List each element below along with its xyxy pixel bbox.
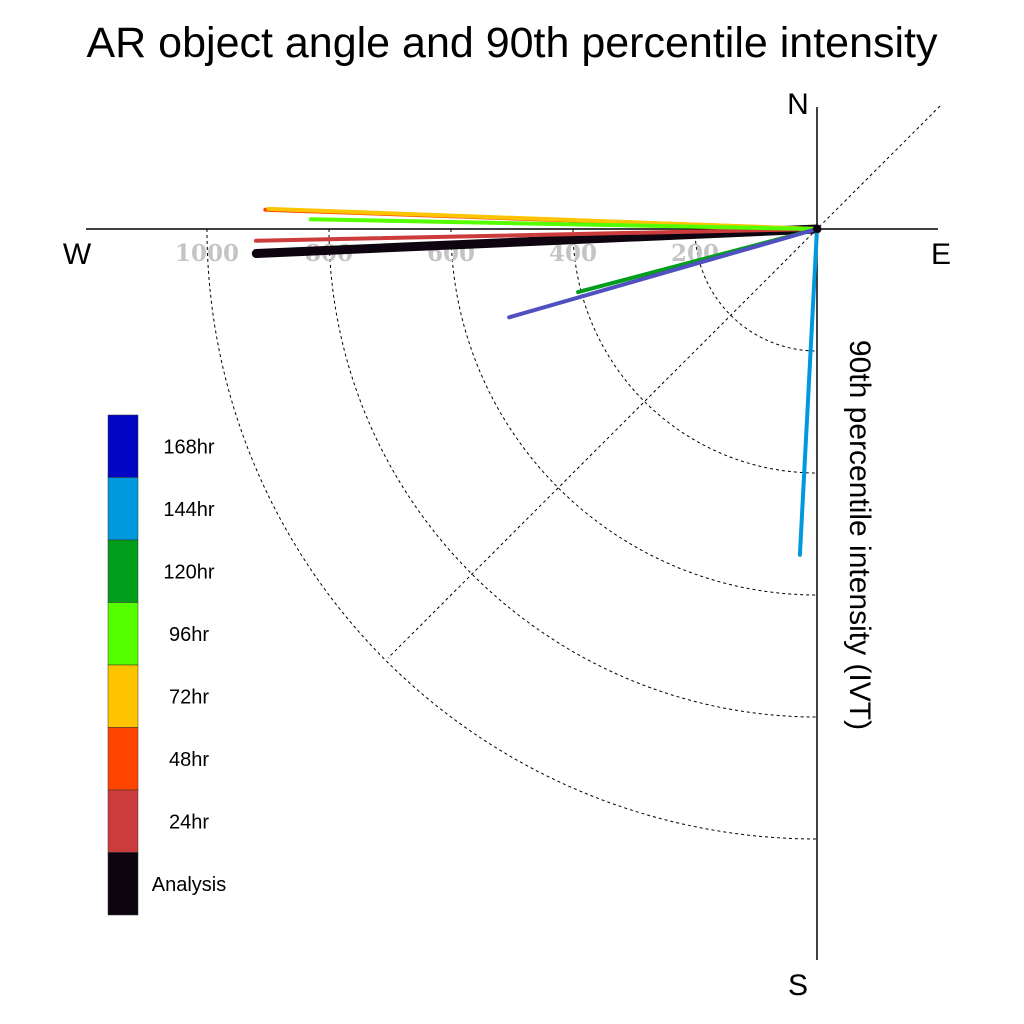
legend-label-120hr: 120hr — [163, 561, 214, 583]
legend-swatch-120hr — [107, 539, 139, 603]
polar-grid — [206, 105, 941, 840]
compass-west-label: W — [63, 238, 92, 271]
series-line-analysis — [251, 224, 822, 258]
legend-swatch-48hr — [107, 727, 139, 791]
legend-swatch-72hr — [107, 664, 139, 728]
legend: 168hr 144hr 120hr 96hr 72hr 48hr 24hr Analysis — [107, 414, 226, 916]
chart-title: AR object angle and 90th percentile inte… — [87, 19, 938, 67]
radial-tick-label-1000: 1000 — [175, 240, 239, 267]
compass-south-label: S — [788, 969, 808, 1002]
series-line-96hr — [308, 217, 819, 231]
series-line-144hr — [797, 227, 819, 557]
grid-ring-400 — [572, 228, 818, 474]
legend-label-168hr: 168hr — [163, 436, 214, 458]
legend-swatch-168hr — [107, 414, 139, 478]
grid-ring-600 — [450, 228, 818, 596]
legend-label-96hr: 96hr — [169, 624, 209, 646]
legend-swatch-analysis — [107, 852, 139, 916]
series-line-24hr — [253, 227, 819, 243]
grid-ring-1000 — [206, 228, 818, 840]
legend-label-24hr: 24hr — [169, 811, 209, 833]
origin-point — [813, 225, 821, 233]
series-line-168hr — [507, 227, 819, 320]
legend-swatch-24hr — [107, 789, 139, 853]
legend-label-analysis: Analysis — [152, 874, 226, 896]
grid-diagonal — [387, 105, 941, 659]
y-axis-label: 90th percentile intensity (IVT) — [843, 340, 876, 730]
compass-east-label: E — [931, 238, 951, 271]
series-lines — [251, 206, 822, 557]
legend-swatch-144hr — [107, 477, 139, 541]
legend-label-48hr: 48hr — [169, 749, 209, 771]
grid-ring-200 — [694, 228, 818, 352]
legend-label-72hr: 72hr — [169, 686, 209, 708]
compass-north-label: N — [787, 88, 809, 121]
legend-swatch-96hr — [107, 602, 139, 666]
grid-ring-800 — [328, 228, 818, 718]
legend-label-144hr: 144hr — [163, 499, 214, 521]
